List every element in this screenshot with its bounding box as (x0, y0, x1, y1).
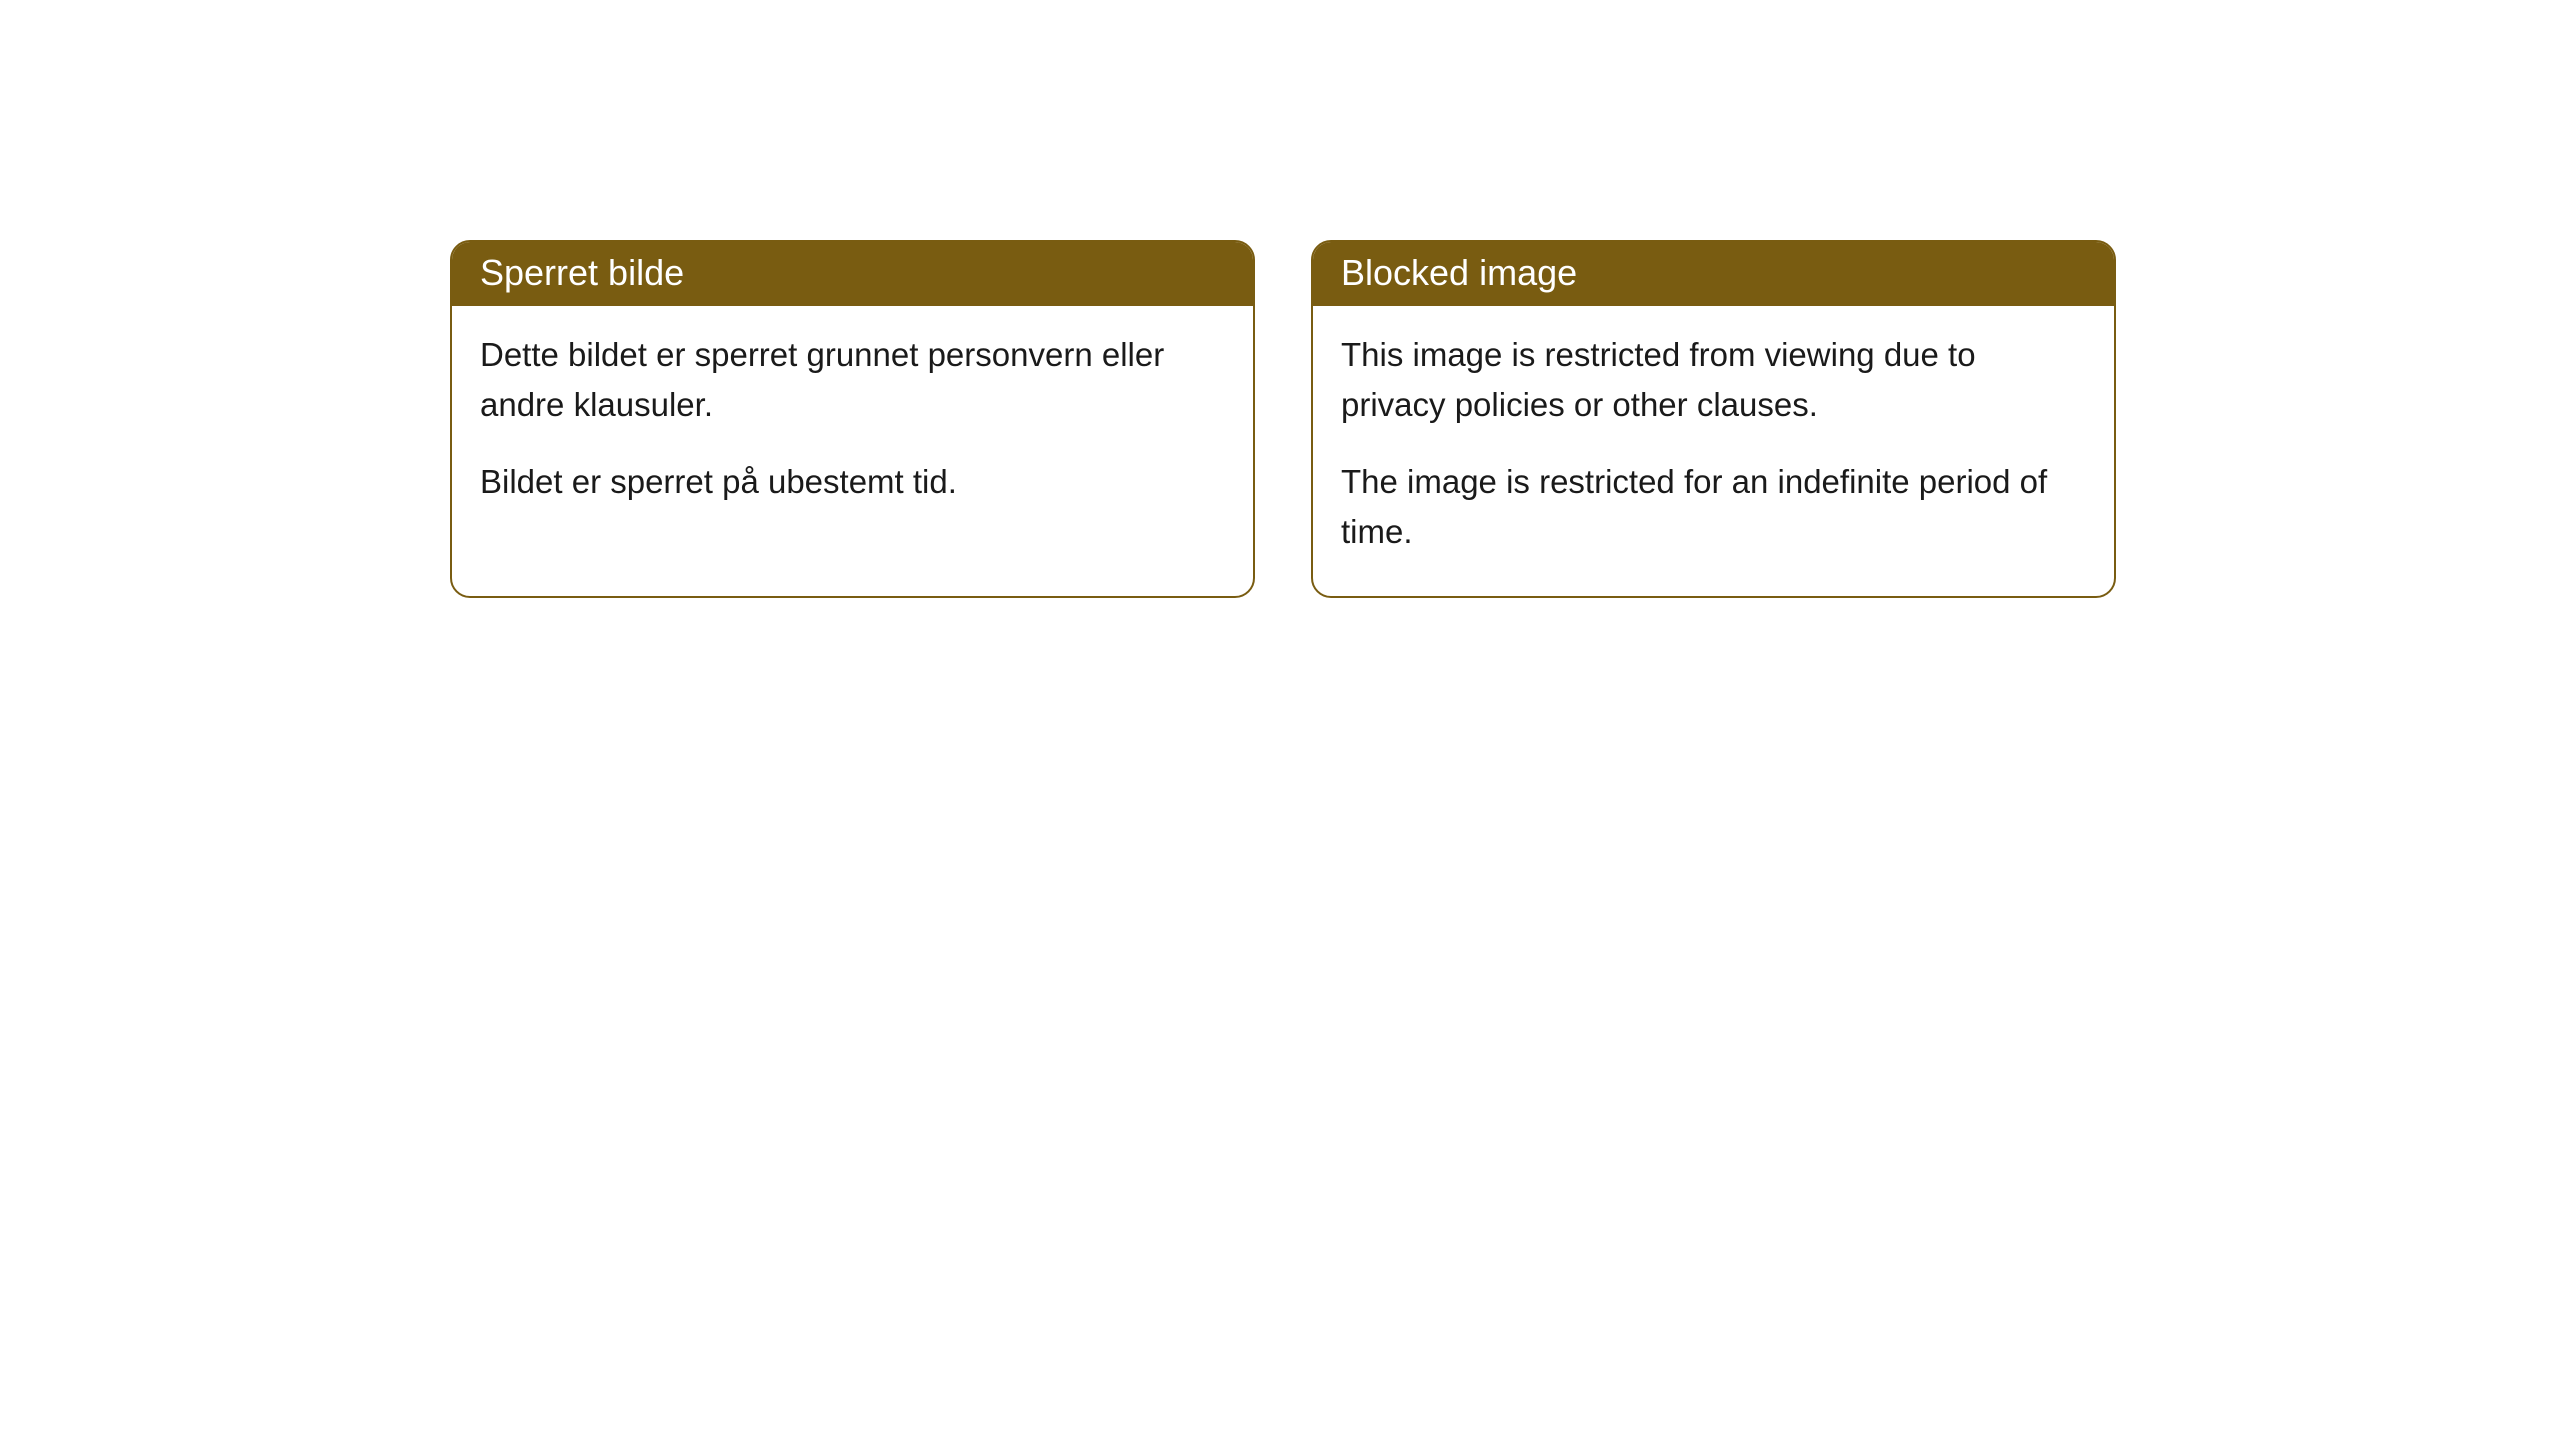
card-paragraph-1: Dette bildet er sperret grunnet personve… (480, 330, 1225, 429)
card-body: Dette bildet er sperret grunnet personve… (452, 306, 1253, 547)
card-title: Sperret bilde (480, 252, 684, 293)
notice-card-english: Blocked image This image is restricted f… (1311, 240, 2116, 598)
card-header: Blocked image (1313, 242, 2114, 306)
card-paragraph-2: Bildet er sperret på ubestemt tid. (480, 457, 1225, 507)
card-paragraph-1: This image is restricted from viewing du… (1341, 330, 2086, 429)
notice-card-norwegian: Sperret bilde Dette bildet er sperret gr… (450, 240, 1255, 598)
notice-cards-container: Sperret bilde Dette bildet er sperret gr… (450, 240, 2560, 598)
card-title: Blocked image (1341, 252, 1577, 293)
card-header: Sperret bilde (452, 242, 1253, 306)
card-paragraph-2: The image is restricted for an indefinit… (1341, 457, 2086, 556)
card-body: This image is restricted from viewing du… (1313, 306, 2114, 596)
